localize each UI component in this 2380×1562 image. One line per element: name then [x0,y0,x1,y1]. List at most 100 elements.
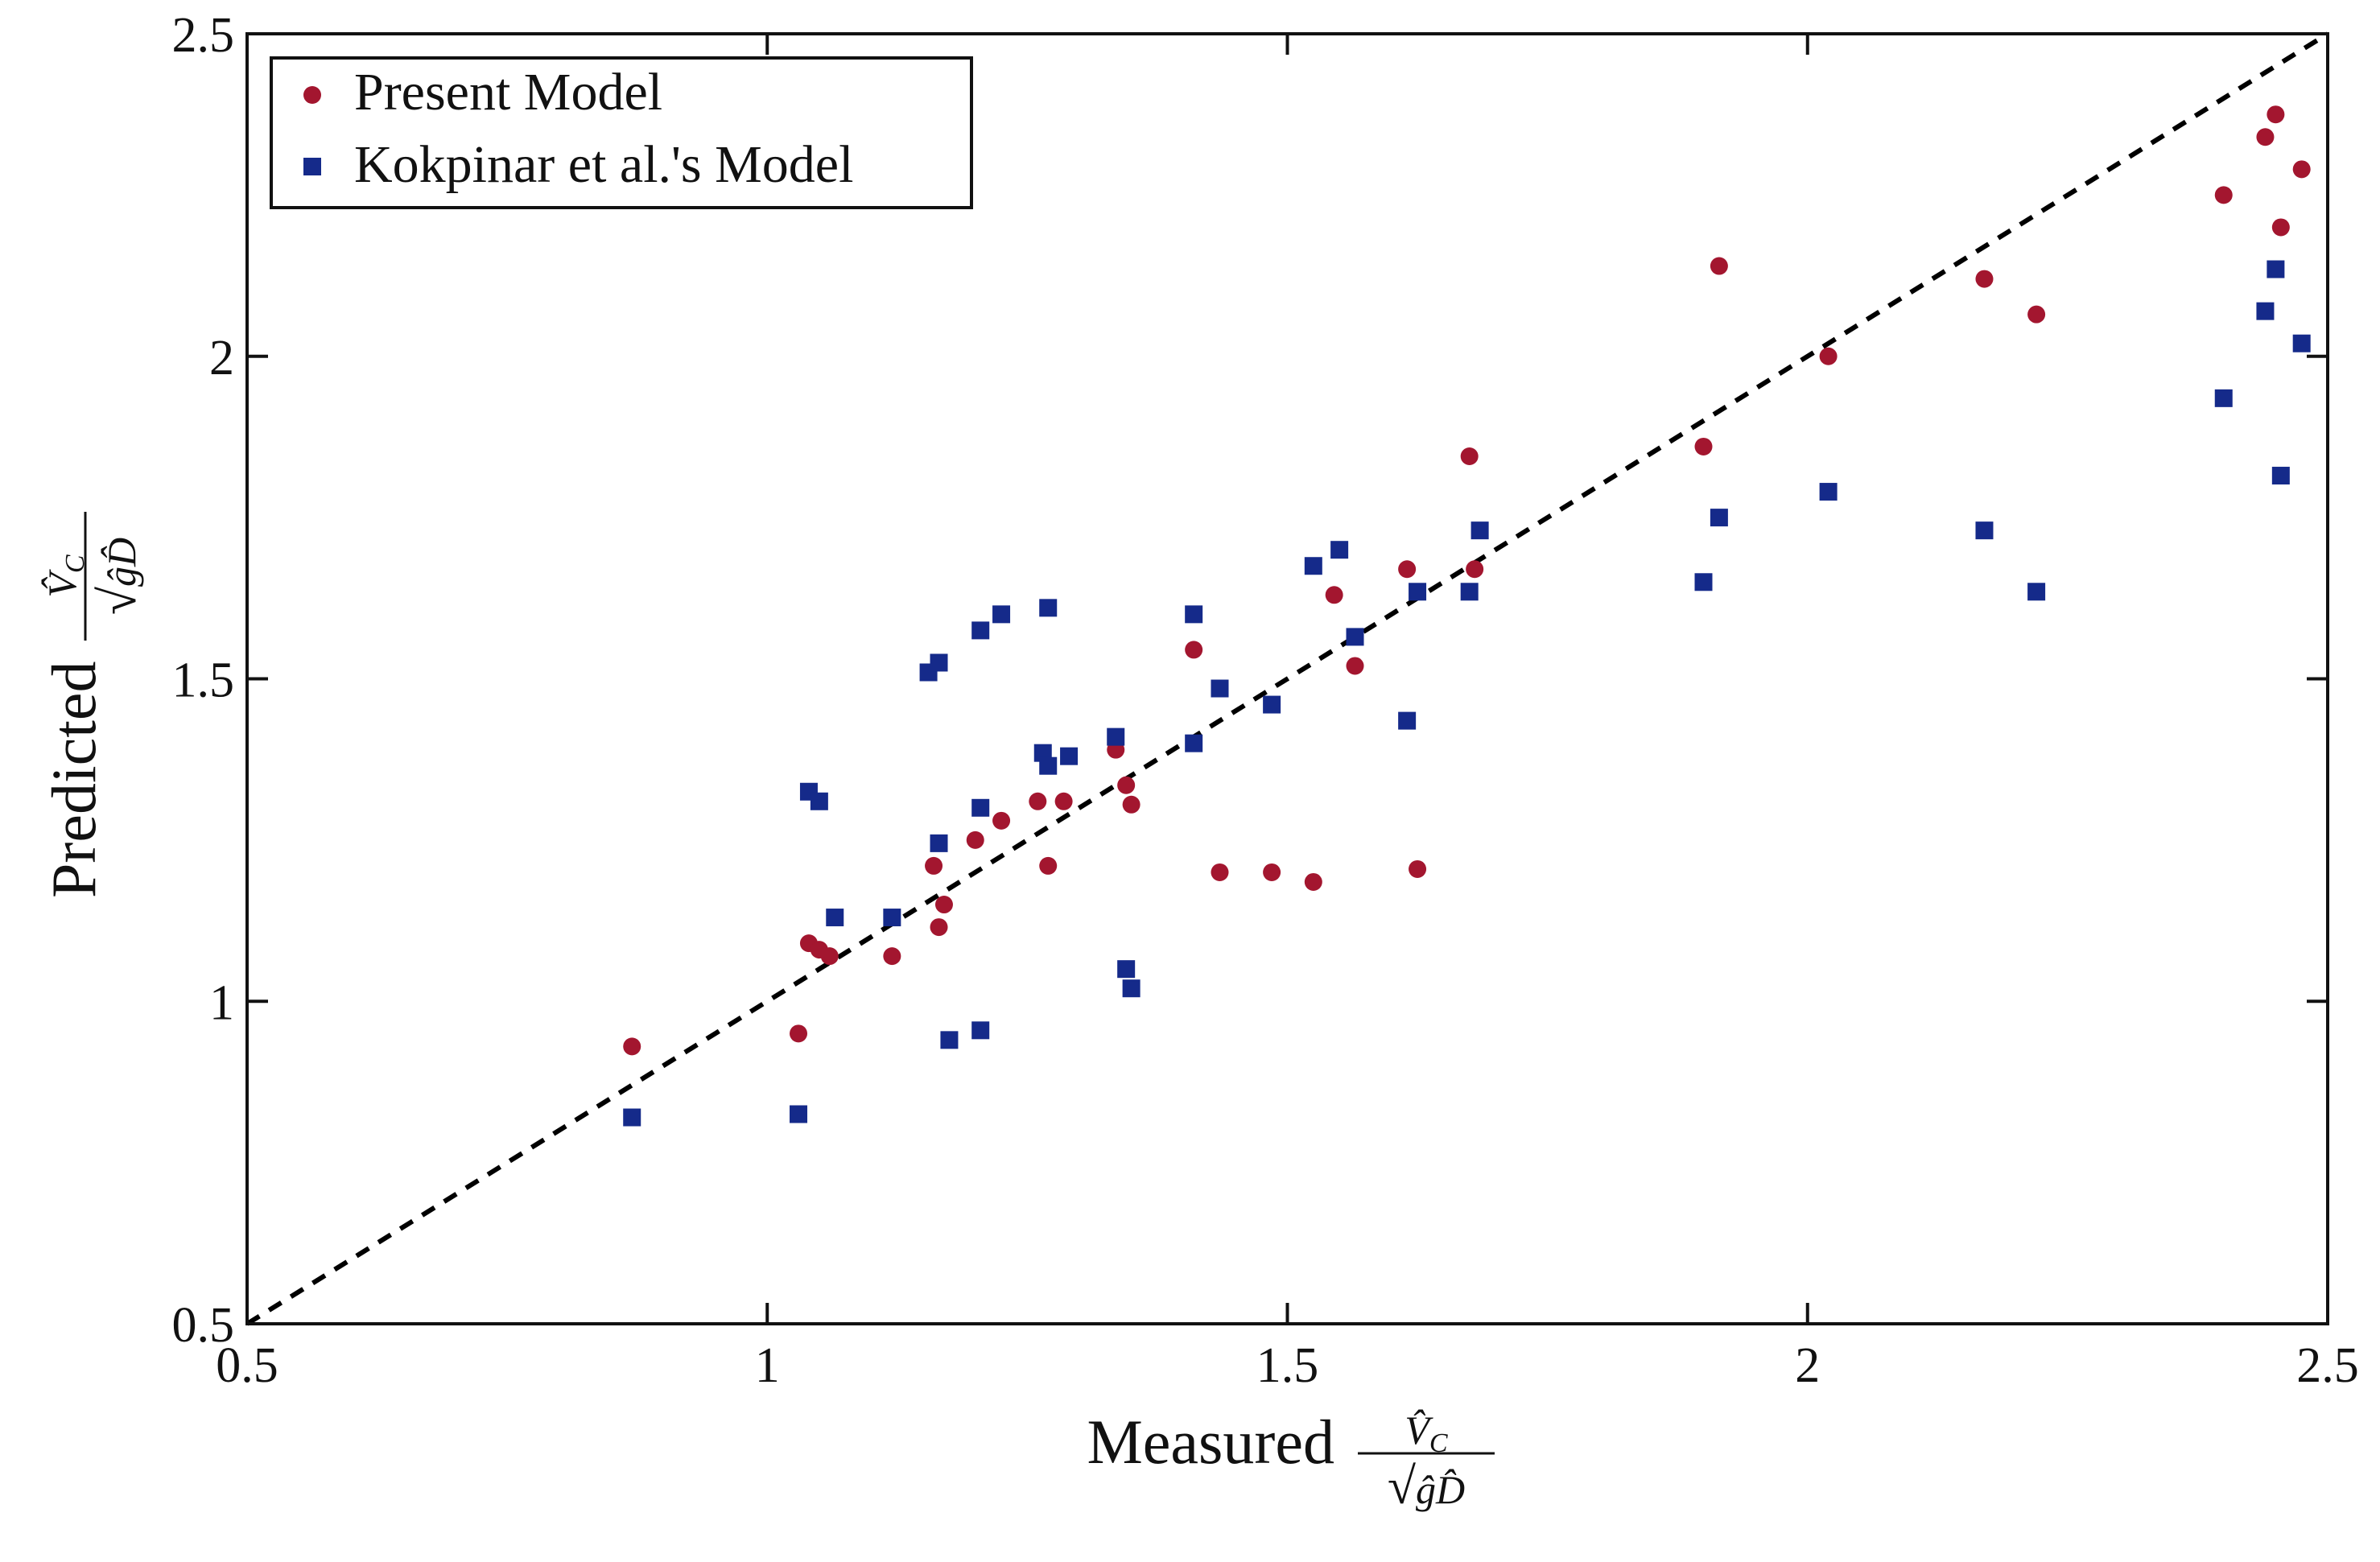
x-tick-label: 2 [1795,1338,1820,1393]
y-fraction-numerator: V̂ [39,569,85,598]
x-fraction-numerator: V̂ [1404,1407,1433,1453]
data-point-circle [1325,586,1343,604]
y-tick-label: 2 [209,331,234,385]
data-point-circle [1029,792,1047,810]
series-present-model [623,105,2311,1056]
data-point-circle [2292,160,2311,179]
data-point-square [1710,509,1728,527]
y-fraction-denominator: ĝD̂ [99,538,144,587]
data-point-square [883,909,901,927]
data-point-circle [1466,560,1484,579]
data-point-square [1975,521,1994,540]
svg-text:V̂C: V̂C [39,554,90,598]
data-point-square [1409,583,1427,601]
data-point-square [930,834,948,852]
data-point-circle [1211,863,1229,881]
data-point-circle [1975,270,1994,288]
data-point-circle [1054,792,1073,810]
data-point-circle [2256,128,2275,146]
data-point-square [2267,260,2285,278]
data-point-square [2027,583,2046,601]
data-point-circle [930,918,948,937]
legend-label-present-model: Present Model [354,63,662,122]
data-point-square [1819,483,1838,501]
data-point-square [1039,756,1058,775]
data-point-square [1039,599,1058,617]
data-point-square [826,909,844,927]
legend-marker-kokpinar-model [303,158,321,175]
points-layer [623,105,2311,1127]
data-point-square [971,1021,990,1040]
data-point-circle [1398,560,1417,579]
axes-layer [245,32,2329,1325]
data-point-circle [1819,347,1838,365]
data-point-square [1398,711,1417,730]
data-point-circle [966,830,984,849]
data-point-square [1330,541,1349,559]
data-point-square [810,792,828,810]
data-point-circle [2267,105,2285,124]
data-point-square [1060,747,1079,765]
svg-text:V̂C: V̂C [1404,1407,1448,1458]
tick-labels-layer: 0.5 1 1.5 2 2.5 0.5 1 1.5 2 2.5 [172,8,2359,1393]
data-point-circle [1304,872,1322,891]
data-point-circle [1117,776,1136,794]
data-point-square [2271,467,2290,485]
x-axis-label: Measured V̂C √ĝD̂ [1087,1407,1495,1515]
reference-line-layer [245,31,2329,1326]
data-point-square [1185,734,1203,752]
x-fraction-denominator: ĝD̂ [1416,1467,1465,1512]
data-point-square [1346,628,1364,646]
x-tick-label: 1 [755,1338,780,1393]
data-point-circle [1409,859,1427,878]
data-point-circle [2271,218,2290,237]
data-point-circle [1263,863,1281,881]
data-point-square [930,653,948,672]
x-tick-label: 1.5 [1256,1338,1319,1393]
data-point-circle [1694,437,1713,455]
data-point-circle [1346,657,1364,675]
data-point-square [971,798,990,817]
y-fraction-radical: √ [89,586,146,615]
data-point-square [1304,557,1322,575]
data-point-square [623,1108,641,1127]
y-tick-label: 1.5 [172,653,235,708]
data-point-circle [1039,856,1058,875]
x-tick-label: 2.5 [2296,1338,2359,1393]
data-point-circle [820,947,839,966]
data-point-square [2256,302,2275,320]
legend-label-kokpinar-model: Kokpinar et al.'s Model [354,135,853,194]
series-kokpinar-model [623,260,2311,1127]
data-point-square [1263,695,1281,714]
y-axis-label: Predicted V̂C √ĝD̂ [39,512,146,898]
x-axis-label-fraction: V̂C √ĝD̂ [1358,1407,1495,1515]
svg-text:√ĝD̂: √ĝD̂ [1388,1457,1465,1515]
data-point-square [1107,727,1125,746]
data-point-square [1117,960,1136,979]
data-point-circle [623,1037,641,1056]
y-tick-label: 1 [209,975,234,1030]
x-tick-label: 0.5 [216,1338,278,1393]
data-point-circle [883,947,901,966]
data-point-square [1122,979,1141,998]
legend-box [270,56,973,209]
x-fraction-radical: √ [1388,1457,1417,1515]
legend-marker-present-model [303,86,321,104]
x-fraction-numerator-sub: C [1429,1428,1448,1458]
data-point-square [790,1105,808,1123]
data-point-circle [1122,795,1141,814]
data-point-circle [925,856,943,875]
data-point-square [992,605,1011,624]
data-point-square [1185,605,1203,624]
data-point-circle [790,1024,808,1043]
svg-text:√ĝD̂: √ĝD̂ [89,538,146,615]
data-point-square [1470,521,1489,540]
data-point-square [1694,573,1713,591]
data-point-square [2292,334,2311,352]
data-point-square [971,621,990,640]
data-point-square [940,1031,959,1049]
data-point-circle [1185,641,1203,659]
y-tick-label: 0.5 [172,1298,235,1353]
